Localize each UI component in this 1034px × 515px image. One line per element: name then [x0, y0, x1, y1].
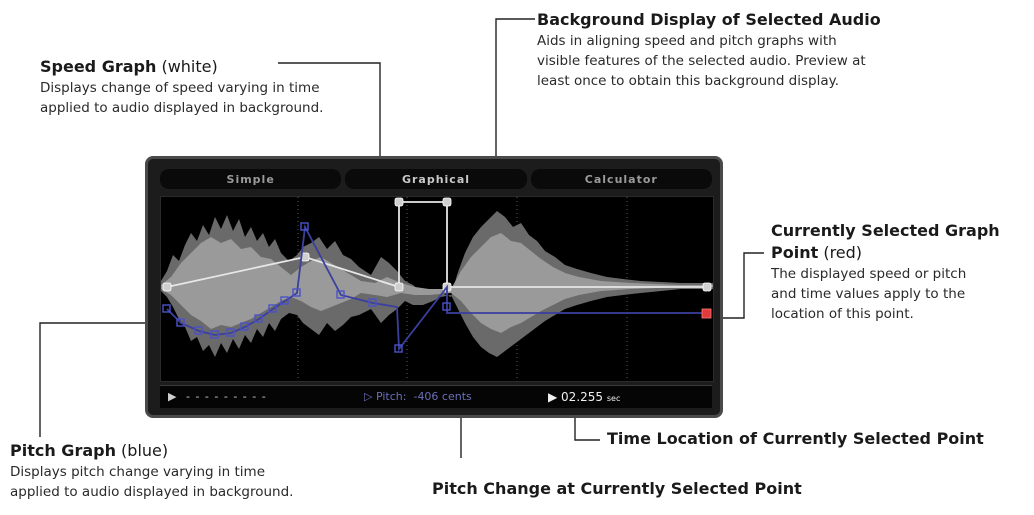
- status-bar: ▶ - - - - - - - - - ▷ Pitch: -406 cents …: [160, 385, 712, 408]
- graph-area[interactable]: [160, 196, 714, 382]
- selected-point-desc-3: location of this point.: [771, 306, 914, 322]
- speed-point: [442, 197, 452, 207]
- selected-point-color-note: (red): [818, 243, 863, 262]
- speed-point: [162, 282, 172, 292]
- mode-tabs: Simple Graphical Calculator: [160, 169, 712, 189]
- tab-graphical[interactable]: Graphical: [345, 169, 527, 189]
- pitch-point: [210, 330, 219, 339]
- tab-calculator[interactable]: Calculator: [530, 169, 712, 189]
- background-display-title: Background Display of Selected Audio: [537, 10, 881, 29]
- speed-graph-desc-1: Displays change of speed varying in time: [40, 80, 320, 96]
- pitch-point: [194, 326, 203, 335]
- time-location-title: Time Location of Currently Selected Poin…: [607, 429, 984, 448]
- pitch-point: [336, 290, 345, 299]
- pitch-callout-line: [39, 322, 162, 437]
- pitch-label: Pitch:: [375, 390, 407, 403]
- time-unit: sec: [606, 394, 621, 403]
- speed-graph-title: Speed Graph: [40, 57, 157, 76]
- pitch-point: [240, 322, 249, 331]
- pitch-graph-desc-2: applied to audio displayed in background…: [10, 484, 294, 500]
- speed-pitch-panel: Simple Graphical Calculator: [145, 156, 723, 418]
- speed-graph-desc-2: applied to audio displayed in background…: [40, 100, 324, 116]
- pitch-point: [226, 328, 235, 337]
- background-display-desc-3: least once to obtain this background dis…: [537, 73, 839, 89]
- pitch-graph-annotation: Pitch Graph (blue) Displays pitch change…: [10, 440, 293, 502]
- pitch-graph-color-note: (blue): [115, 441, 169, 460]
- selected-point-title-2: Point: [771, 243, 819, 262]
- speed-point: [394, 282, 404, 292]
- background-waveform: [161, 211, 713, 357]
- background-display-desc-1: Aids in aligning speed and pitch graphs …: [537, 33, 837, 49]
- selected-point-annotation: Currently Selected Graph Point (red) The…: [771, 220, 1000, 324]
- time-value: 02.255: [561, 390, 604, 404]
- pitch-point: [254, 314, 263, 323]
- pitch-graph[interactable]: [162, 222, 712, 353]
- selected-point-title-1: Currently Selected Graph: [771, 221, 1000, 240]
- pitch-graph-desc-1: Displays pitch change varying in time: [10, 464, 266, 480]
- pitch-point: [162, 304, 171, 313]
- pitch-value: -406 cents: [413, 390, 472, 403]
- pitch-point: [394, 344, 403, 353]
- pitch-point: [292, 288, 301, 297]
- pitch-point: [300, 222, 309, 231]
- position-dashes: - - - - - - - - -: [186, 390, 267, 403]
- graph-canvas[interactable]: [161, 197, 713, 381]
- background-display-annotation: Background Display of Selected Audio Aid…: [537, 9, 881, 91]
- selected-point-desc-1: The displayed speed or pitch: [771, 266, 967, 282]
- time-location-annotation: Time Location of Currently Selected Poin…: [607, 428, 984, 450]
- time-location-callout-line: [574, 417, 600, 441]
- pitch-point: [442, 302, 451, 311]
- pitch-point: [368, 298, 377, 307]
- play-icon[interactable]: ▶: [168, 390, 177, 403]
- waveform-inner: [161, 233, 713, 333]
- pitch-point: [268, 304, 277, 313]
- pitch-change-annotation: Pitch Change at Currently Selected Point: [432, 478, 802, 500]
- speed-callout-line: [278, 62, 381, 158]
- pitch-change-title: Pitch Change at Currently Selected Point: [432, 479, 802, 498]
- speed-graph-annotation: Speed Graph (white) Displays change of s…: [40, 56, 323, 118]
- pitch-readout: ▷ Pitch: -406 cents: [364, 390, 472, 403]
- tab-simple[interactable]: Simple: [160, 169, 342, 189]
- pitch-point: [176, 318, 185, 327]
- time-readout: ▶ 02.255 sec: [548, 390, 621, 404]
- background-display-desc-2: visible features of the selected audio. …: [537, 53, 866, 69]
- pitch-graph-title: Pitch Graph: [10, 441, 116, 460]
- speed-point: [394, 197, 404, 207]
- speed-point: [702, 282, 712, 292]
- pitch-point: [280, 296, 289, 305]
- speed-graph-color-note: (white): [156, 57, 218, 76]
- selected-point-desc-2: and time values apply to the: [771, 286, 966, 302]
- selected-graph-point[interactable]: [701, 308, 712, 319]
- selected-point-callout-line: [709, 252, 764, 319]
